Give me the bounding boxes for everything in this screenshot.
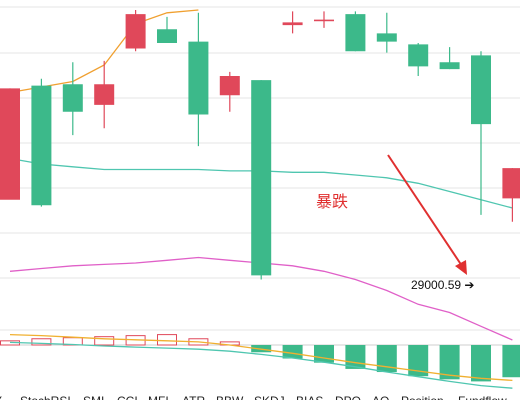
indicator-tab-mfi[interactable]: MFI xyxy=(148,394,169,400)
candle-body xyxy=(94,84,115,105)
candle-8 xyxy=(251,80,272,280)
arrow-shaft xyxy=(387,154,463,267)
indicator-tab-position[interactable]: Position xyxy=(401,394,444,400)
indicator-tab-y[interactable]: Y xyxy=(0,394,2,400)
indicator-tab-fundflow[interactable]: Fundflow xyxy=(458,394,507,400)
indicator-tab-stochrsi[interactable]: StochRSI xyxy=(20,394,71,400)
indicator-tab-atr[interactable]: ATR xyxy=(182,394,205,400)
annotation-arrow xyxy=(387,154,467,275)
candle-9 xyxy=(282,11,303,34)
candle-body xyxy=(31,85,52,206)
candle-2 xyxy=(62,62,83,136)
candle-body xyxy=(345,14,366,52)
indicator-tab-ao[interactable]: AO xyxy=(372,394,389,400)
indicator-line-orange xyxy=(9,333,513,382)
indicator-bar-10 xyxy=(314,345,334,363)
indicator-pane xyxy=(0,333,520,389)
indicator-bar-12 xyxy=(376,345,397,373)
price-label: 29000.59 ➔ xyxy=(411,278,474,292)
candle-15 xyxy=(471,51,491,215)
candle-body xyxy=(62,84,83,112)
candle-body xyxy=(282,22,303,26)
candle-body xyxy=(376,33,397,42)
candle-body xyxy=(188,41,209,115)
candle-body xyxy=(251,80,272,276)
candle-1 xyxy=(31,78,52,207)
candle-body xyxy=(408,44,429,67)
candle-5 xyxy=(157,16,177,43)
indicator-bar-1 xyxy=(31,338,52,346)
indicator-tab-bbw[interactable]: BBW xyxy=(216,394,244,400)
indicator-tab-dpo[interactable]: DPO xyxy=(335,394,361,400)
annotation-text: 暴跌 xyxy=(316,193,348,211)
candle-11 xyxy=(345,11,366,52)
candle-14 xyxy=(439,47,460,70)
indicator-bar-16 xyxy=(502,345,520,378)
candle-4 xyxy=(125,10,146,52)
candle-body xyxy=(219,76,240,96)
indicator-tab-bias[interactable]: BIAS xyxy=(296,394,323,400)
indicator-tab-cci[interactable]: CCI xyxy=(117,394,138,400)
indicator-tab-smi[interactable]: SMI xyxy=(83,394,104,400)
candle-body xyxy=(125,14,146,49)
candles xyxy=(0,10,520,280)
indicator-bar-3 xyxy=(94,336,115,346)
indicator-bar-5 xyxy=(157,334,177,346)
candle-16 xyxy=(502,168,520,222)
candle-10 xyxy=(314,11,334,28)
candle-13 xyxy=(408,43,429,76)
candle-12 xyxy=(376,12,397,53)
indicator-line-teal xyxy=(9,341,513,389)
candle-7 xyxy=(219,71,240,112)
candle-body xyxy=(157,29,177,43)
indicator-bar-9 xyxy=(282,345,303,359)
indicator-bar-15 xyxy=(471,345,491,382)
candle-body xyxy=(0,88,20,200)
candle-3 xyxy=(94,60,115,129)
candle-body xyxy=(502,168,520,199)
candle-body xyxy=(471,55,491,125)
indicator-tab-skdj[interactable]: SKDJ xyxy=(254,394,285,400)
candle-6 xyxy=(188,12,209,147)
arrow-head xyxy=(455,260,467,275)
indicator-bar-14 xyxy=(439,345,460,380)
indicator-bar-13 xyxy=(408,345,429,377)
candle-body xyxy=(439,62,460,70)
candle-0 xyxy=(0,88,20,200)
candle-body xyxy=(314,19,334,22)
indicator-tab-bar: Y StochRSI SMI CCI MFI ATR BBW SKDJ BIAS DPO AO Pos… xyxy=(0,394,507,400)
